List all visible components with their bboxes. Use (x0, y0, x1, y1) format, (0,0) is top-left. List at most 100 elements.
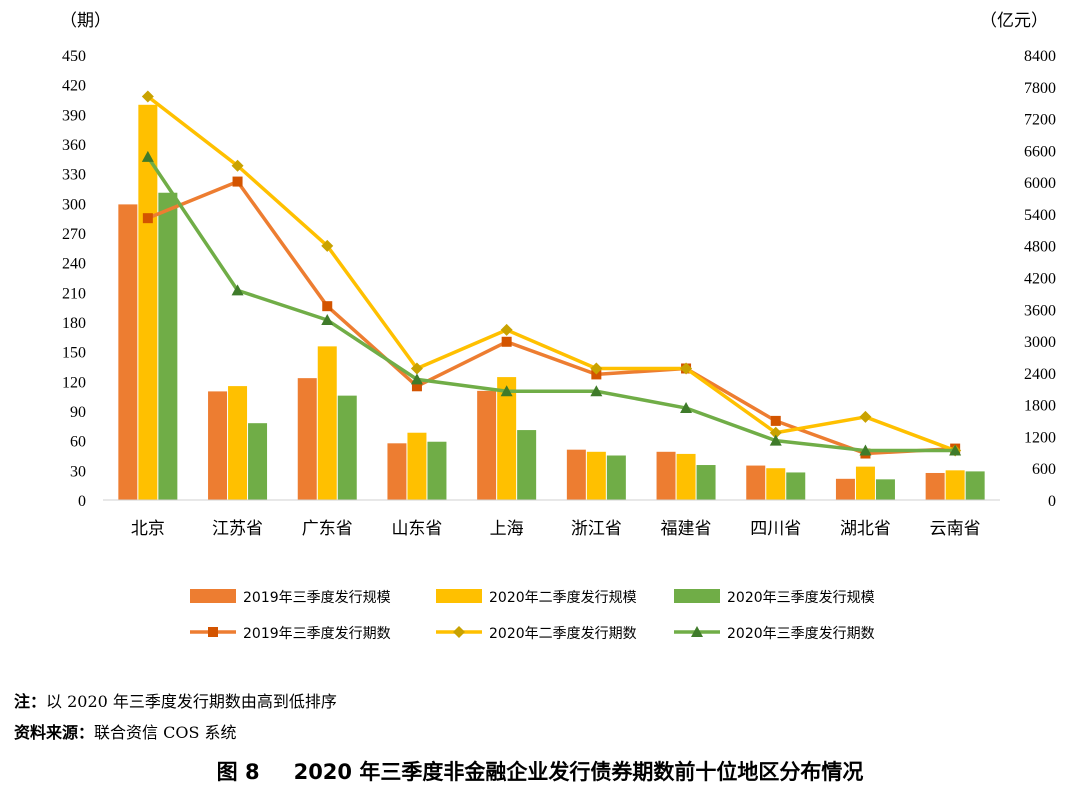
right-tick-label: 1800 (1024, 398, 1056, 415)
line-point-square (208, 627, 218, 637)
legend-label: 2020年二季度发行规模 (489, 590, 637, 606)
legend-label: 2019年三季度发行规模 (243, 590, 391, 606)
legend-label: 2020年三季度发行期数 (727, 626, 875, 642)
bar (158, 192, 178, 500)
line-point-triangle (680, 402, 693, 414)
category-label: 云南省 (930, 519, 981, 539)
combo-chart: （期） （亿元） 0 30 60 90 120 150 180 210 240 270 300 330… (60, 11, 1056, 642)
left-tick-label: 0 (78, 493, 86, 510)
legend: 2019年三季度发行规模 2020年二季度发行规模 2020年三季度发行规模 2019… (190, 589, 875, 642)
right-tick-label: 6000 (1024, 175, 1056, 192)
line-point-triangle (691, 626, 703, 637)
left-tick-label: 330 (62, 167, 86, 184)
bar (786, 472, 806, 500)
right-tick-label: 5400 (1024, 207, 1056, 224)
bar (497, 377, 517, 500)
right-tick-label: 6600 (1024, 143, 1056, 160)
line-series (141, 90, 962, 457)
line-series (142, 176, 961, 459)
note-label: 注： (14, 692, 47, 711)
legend-label: 2020年二季度发行期数 (489, 626, 637, 642)
left-tick-label: 360 (62, 137, 86, 154)
bar (297, 378, 317, 500)
line-point-triangle (859, 444, 872, 456)
bar (676, 453, 696, 500)
category-label: 湖北省 (840, 519, 891, 539)
category-label: 福建省 (661, 519, 712, 539)
line-series-group (141, 90, 962, 459)
bar (855, 466, 875, 500)
left-tick-label: 90 (70, 404, 86, 421)
category-labels: 北京 江苏省 广东省 山东省 上海 浙江省 福建省 四川省 湖北省 云南省 (131, 519, 981, 539)
line-point-triangle (769, 434, 782, 446)
right-tick-label: 7200 (1024, 112, 1056, 129)
left-tick-label: 390 (62, 107, 86, 124)
bar-series (138, 104, 965, 501)
right-tick-label: 1200 (1024, 429, 1056, 446)
bar (965, 471, 985, 500)
category-label: 广东省 (302, 519, 353, 539)
series-line (146, 155, 956, 453)
bar (586, 451, 606, 500)
figure-caption: 图 8 2020 年三季度非金融企业发行债券期数前十位地区分布情况 (0, 756, 1080, 786)
left-tick-label: 120 (62, 374, 86, 391)
bar-series-group (118, 104, 985, 501)
right-tick-label: 7800 (1024, 80, 1056, 97)
right-tick-label: 2400 (1024, 366, 1056, 383)
bar-series (118, 204, 945, 500)
series-line (147, 179, 956, 456)
source-line: 资料来源：联合资信 COS 系统 (14, 717, 337, 748)
right-tick-label: 0 (1048, 493, 1056, 510)
left-tick-label: 180 (62, 315, 86, 332)
left-tick-label: 210 (62, 285, 86, 302)
line-point-diamond (321, 239, 334, 252)
line-point-diamond (680, 362, 693, 375)
bar (517, 430, 537, 500)
line-series (141, 150, 962, 456)
left-tick-label: 300 (62, 196, 86, 213)
left-axis: 0 30 60 90 120 150 180 210 240 270 300 330 360 390 420… (62, 48, 86, 510)
right-tick-label: 4800 (1024, 239, 1056, 256)
line-point-diamond (500, 323, 513, 336)
figure-number: 图 8 (216, 760, 260, 784)
right-tick-label: 3000 (1024, 334, 1056, 351)
right-tick-label: 4200 (1024, 271, 1056, 288)
line-point-triangle (500, 385, 513, 397)
left-tick-label: 150 (62, 345, 86, 362)
source-text: 联合资信 COS 系统 (94, 723, 237, 742)
bar (477, 390, 497, 500)
line-point-square (501, 336, 512, 347)
series-line (146, 95, 956, 453)
legend-label: 2020年三季度发行规模 (727, 590, 875, 606)
bar (766, 468, 786, 500)
bar (945, 470, 965, 500)
bar (427, 441, 447, 500)
right-tick-label: 600 (1032, 461, 1056, 478)
category-label: 浙江省 (571, 519, 622, 539)
figure-title: 2020 年三季度非金融企业发行债券期数前十位地区分布情况 (293, 760, 864, 784)
line-point-triangle (321, 314, 334, 326)
legend-swatch-bar (436, 589, 482, 603)
legend-swatch-bar (674, 589, 720, 603)
bar (248, 423, 268, 500)
left-tick-label: 450 (62, 48, 86, 65)
left-tick-label: 420 (62, 78, 86, 95)
bar (228, 386, 248, 500)
left-tick-label: 30 (70, 463, 86, 480)
bar (606, 455, 626, 500)
notes-block: 注：以 2020 年三季度发行期数由高到低排序 资料来源：联合资信 COS 系统 (14, 686, 337, 748)
bar (875, 479, 895, 500)
bar (925, 472, 945, 500)
category-label: 江苏省 (212, 519, 263, 539)
line-point-diamond (859, 410, 872, 423)
category-label: 四川省 (750, 519, 801, 539)
left-tick-label: 270 (62, 226, 86, 243)
line-point-diamond (231, 159, 244, 172)
left-axis-unit: （期） (60, 11, 111, 31)
bar (746, 465, 766, 500)
left-tick-label: 240 (62, 256, 86, 273)
category-label: 山东省 (391, 519, 442, 539)
line-point-triangle (231, 284, 244, 296)
bar (317, 346, 337, 500)
line-point-diamond (141, 90, 154, 103)
